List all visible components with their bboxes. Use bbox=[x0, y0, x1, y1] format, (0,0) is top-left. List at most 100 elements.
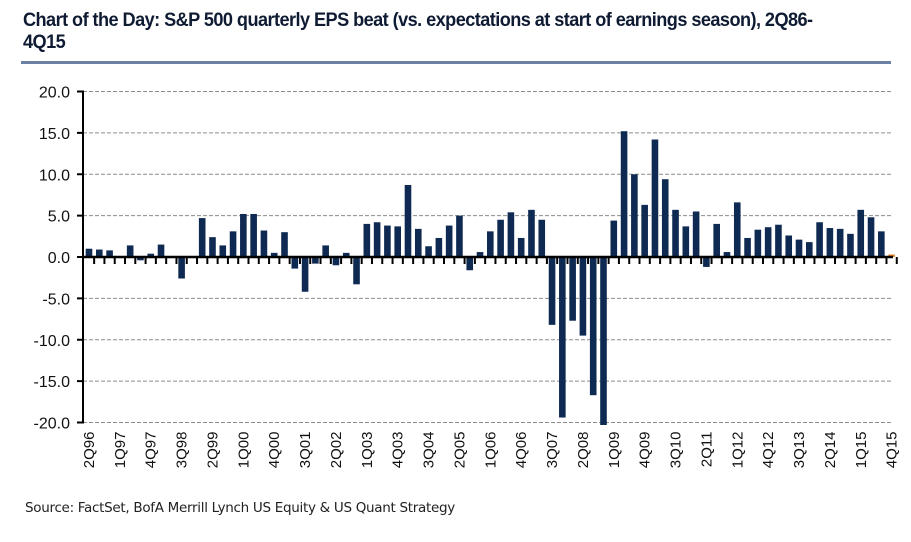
x-tick-label: 3Q98 bbox=[174, 432, 191, 469]
x-tick-label: 1Q03 bbox=[359, 432, 376, 469]
bar-3Q98 bbox=[178, 257, 185, 279]
bar-2Q06 bbox=[497, 219, 504, 257]
bar-3Q97 bbox=[137, 257, 144, 261]
bar-1Q01 bbox=[281, 232, 288, 257]
y-tick-label: 5.0 bbox=[48, 209, 70, 226]
bar-3Q09 bbox=[631, 174, 638, 257]
bar-3Q15 bbox=[878, 231, 885, 257]
bar-4Q07 bbox=[559, 257, 566, 418]
x-tick-label: 4Q09 bbox=[637, 432, 654, 469]
bar-1Q07 bbox=[528, 209, 535, 257]
bar-4Q96 bbox=[106, 250, 113, 257]
bar-2Q96 bbox=[85, 248, 93, 257]
bar-3Q01 bbox=[301, 257, 309, 292]
bar-4Q02 bbox=[353, 257, 360, 285]
title-rule bbox=[21, 61, 891, 64]
x-tick-label: 1Q09 bbox=[606, 432, 623, 469]
x-tick-label: 3Q01 bbox=[297, 432, 314, 469]
bar-3Q99 bbox=[219, 245, 227, 257]
bar-4Q10 bbox=[682, 226, 690, 257]
bar-2Q11 bbox=[703, 257, 710, 267]
bar-3Q04 bbox=[425, 246, 432, 257]
bar-4Q13 bbox=[806, 242, 813, 257]
x-tick-label: 2Q96 bbox=[81, 432, 98, 469]
bar-1Q12 bbox=[733, 202, 741, 257]
x-tick-label: 2Q02 bbox=[328, 432, 345, 469]
x-tick-label: 4Q15 bbox=[884, 432, 901, 469]
bar-2Q05 bbox=[456, 215, 463, 257]
x-tick-label: 3Q04 bbox=[421, 432, 438, 469]
x-tick-label: 1Q12 bbox=[729, 432, 746, 469]
x-tick-label: 3Q07 bbox=[544, 432, 561, 469]
x-tick-label: 2Q08 bbox=[575, 432, 592, 469]
bar-1Q02 bbox=[322, 245, 329, 257]
bar-2Q14 bbox=[826, 228, 834, 257]
bar-1Q98 bbox=[157, 244, 165, 257]
bar-4Q00 bbox=[270, 252, 278, 257]
bar-4Q09 bbox=[641, 204, 648, 257]
bar-1Q08 bbox=[569, 257, 576, 321]
bar-3Q02 bbox=[342, 252, 350, 257]
bar-3Q00 bbox=[260, 230, 268, 257]
bar-4Q11 bbox=[723, 252, 731, 257]
bar-4Q12 bbox=[764, 227, 772, 257]
gridlines bbox=[83, 91, 893, 423]
bar-2Q03 bbox=[373, 222, 381, 257]
y-tick-label: -5.0 bbox=[42, 291, 70, 308]
x-tick-label: 1Q15 bbox=[853, 432, 870, 469]
bar-1Q04 bbox=[404, 185, 412, 257]
bar-2Q10 bbox=[661, 179, 669, 257]
bar-1Q09 bbox=[610, 220, 618, 257]
y-tick-label: -10.0 bbox=[34, 333, 71, 350]
bar-4Q05 bbox=[476, 252, 484, 257]
x-tick-label: 2Q14 bbox=[822, 432, 839, 469]
x-tick-label: 2Q11 bbox=[698, 432, 715, 468]
bar-4Q01 bbox=[312, 257, 319, 264]
bar-2Q08 bbox=[579, 257, 587, 336]
x-tick-label: 2Q05 bbox=[451, 432, 468, 469]
x-tick-label: 4Q12 bbox=[760, 432, 777, 469]
bar-3Q06 bbox=[507, 212, 515, 257]
bar-1Q15 bbox=[857, 209, 865, 257]
bar-1Q99 bbox=[198, 218, 206, 257]
y-tick-label: 15.0 bbox=[39, 126, 70, 143]
x-tick-label: 2Q99 bbox=[204, 432, 221, 469]
bar-2Q07 bbox=[538, 219, 546, 257]
x-tick-label: 1Q06 bbox=[482, 432, 499, 469]
x-tick-label: 3Q13 bbox=[791, 432, 808, 469]
bar-3Q13 bbox=[795, 239, 803, 257]
x-tick-label: 3Q10 bbox=[668, 432, 685, 469]
bar-2Q13 bbox=[785, 235, 793, 257]
bar-4Q06 bbox=[517, 237, 525, 257]
bar-3Q11 bbox=[713, 223, 720, 257]
bar-2Q09 bbox=[620, 131, 628, 257]
axes bbox=[82, 90, 893, 424]
bar-1Q11 bbox=[692, 211, 700, 257]
bar-3Q14 bbox=[836, 228, 844, 257]
bar-3Q12 bbox=[754, 229, 762, 257]
bar-1Q14 bbox=[816, 222, 823, 257]
bar-4Q97 bbox=[147, 253, 155, 257]
bars bbox=[85, 131, 895, 425]
y-tick-label: 0.0 bbox=[48, 250, 70, 267]
bar-3Q96 bbox=[95, 249, 103, 257]
x-tick-label: 4Q00 bbox=[266, 432, 283, 469]
bar-3Q03 bbox=[384, 225, 391, 257]
x-tick-label: 4Q97 bbox=[143, 432, 160, 469]
x-tick-label: 1Q00 bbox=[235, 432, 252, 469]
bar-4Q03 bbox=[394, 226, 401, 257]
bar-2Q04 bbox=[414, 228, 422, 257]
x-tick-label: 1Q97 bbox=[112, 432, 129, 469]
source-note: Source: FactSet, BofA Merrill Lynch US E… bbox=[25, 500, 455, 516]
y-tick-label: 10.0 bbox=[39, 167, 70, 184]
x-axis-ticks: 2Q96 1Q97 4Q97 3Q98 2Q99 1Q00 4Q00 3Q01 2Q02 1Q03… bbox=[81, 257, 901, 468]
bar-2Q15 bbox=[867, 217, 875, 257]
y-tick-label: -20.0 bbox=[34, 416, 71, 433]
y-tick-label: 20.0 bbox=[39, 85, 70, 102]
bar-2Q99 bbox=[209, 237, 216, 257]
bar-4Q99 bbox=[229, 231, 237, 257]
bar-1Q06 bbox=[487, 231, 494, 257]
bar-2Q01 bbox=[291, 257, 299, 269]
bar-1Q03 bbox=[363, 223, 371, 257]
